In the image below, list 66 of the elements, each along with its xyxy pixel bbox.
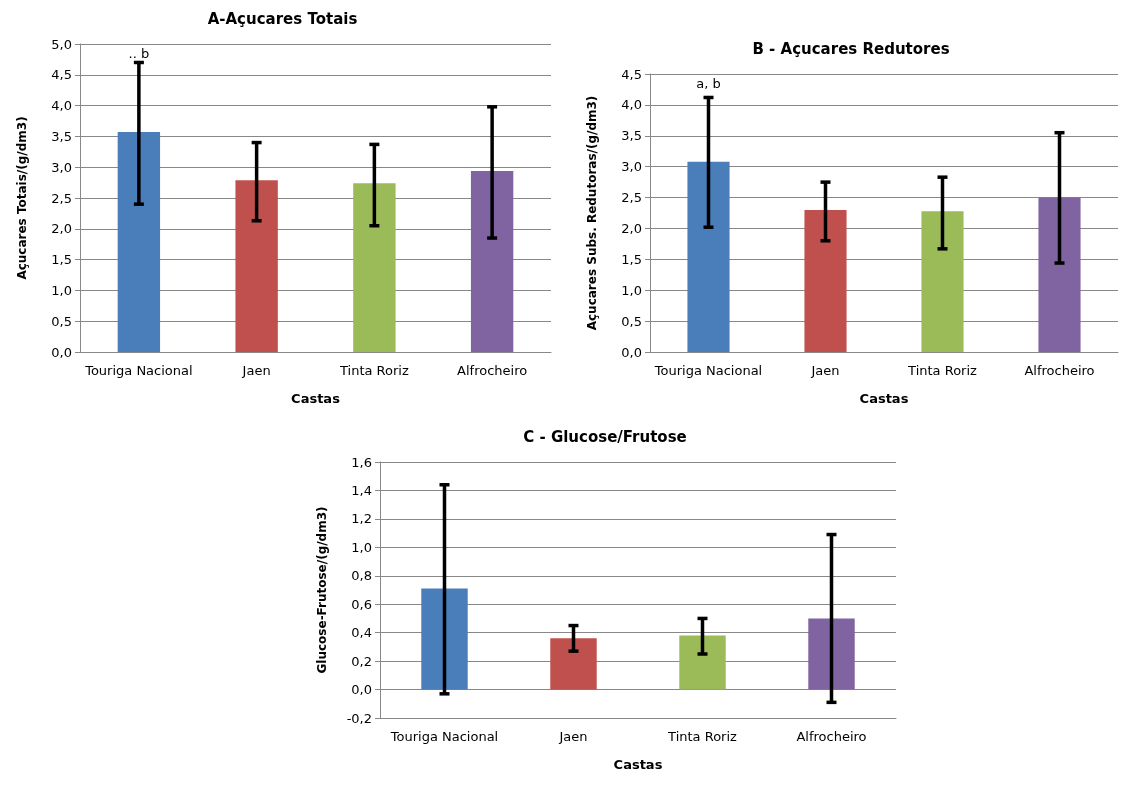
y-tick-label: 1,0	[351, 539, 372, 555]
x-axis-title: Castas	[291, 391, 341, 406]
chart-title: C - Glucose/Frutose	[523, 427, 687, 446]
y-tick-label: 0,0	[51, 344, 72, 360]
bar	[1038, 197, 1081, 352]
y-tick-label: -0,2	[346, 710, 372, 726]
y-tick-label: 1,5	[51, 252, 72, 268]
y-axis-title: Açucares Subs. Redutoras/(g/dm3)	[585, 95, 599, 331]
x-tick-label: Jaen	[810, 363, 840, 378]
bar	[353, 183, 396, 352]
y-tick-label: 0,5	[51, 313, 72, 329]
x-tick-label: Jaen	[558, 729, 588, 744]
bar	[679, 635, 726, 690]
y-tick-label: 0,8	[351, 568, 372, 584]
x-tick-label: Alfrocheiro	[1024, 363, 1095, 378]
annotation: a, b	[696, 75, 721, 91]
chart-title: A-Açucares Totais	[207, 9, 358, 28]
y-tick-label: 2,0	[51, 221, 72, 237]
bar	[804, 209, 847, 352]
y-tick-label: 0,5	[621, 313, 642, 329]
y-axis-title: Açucares Totais/(g/dm3)	[15, 116, 29, 280]
chart-title: B - Açucares Redutores	[752, 39, 950, 58]
y-tick-label: 2,5	[621, 190, 642, 206]
y-tick-label: 1,5	[621, 251, 642, 267]
bar	[808, 618, 855, 690]
y-tick-label: 3,0	[621, 159, 642, 175]
bar	[921, 211, 964, 352]
y-tick-label: 0,4	[351, 625, 372, 641]
y-tick-label: 1,6	[351, 454, 372, 470]
x-tick-label: Tinta Roriz	[338, 363, 409, 378]
x-axis-title: Castas	[859, 391, 909, 406]
y-tick-label: 4,0	[621, 97, 642, 113]
x-tick-label: Tinta Roriz	[907, 363, 978, 378]
y-tick-label: 0,2	[351, 653, 372, 669]
y-axis-title: Glucose-Frutose/(g/dm3)	[315, 506, 329, 674]
x-tick-label: Touriga Nacional	[84, 363, 193, 378]
y-tick-label: 3,5	[51, 128, 72, 144]
bar	[470, 170, 514, 352]
bar	[421, 588, 468, 690]
bar	[687, 161, 730, 352]
x-tick-label: Jaen	[241, 363, 271, 378]
y-tick-label: 4,0	[51, 98, 72, 114]
x-tick-label: Alfrocheiro	[796, 729, 867, 744]
x-tick-label: Touriga Nacional	[653, 363, 763, 378]
y-tick-label: 3,5	[621, 128, 642, 144]
bar	[235, 180, 278, 352]
y-tick-label: 1,2	[351, 511, 372, 527]
y-tick-label: 5,0	[51, 36, 72, 52]
y-tick-label: 4,5	[51, 67, 72, 83]
y-tick-label: 1,0	[51, 282, 72, 298]
x-tick-label: Tinta Roriz	[667, 729, 738, 744]
y-tick-label: 1,0	[621, 282, 642, 298]
y-tick-label: 0,6	[351, 596, 372, 612]
y-tick-label: 0,0	[351, 682, 372, 698]
annotation: .. b	[128, 45, 150, 61]
x-axis-title: Castas	[613, 757, 663, 772]
bar	[550, 638, 597, 690]
y-tick-label: 2,0	[621, 220, 642, 236]
y-tick-label: 0,0	[621, 344, 642, 360]
y-tick-label: 2,5	[51, 190, 72, 206]
bar	[117, 132, 161, 352]
y-tick-label: 4,5	[621, 66, 642, 82]
y-tick-label: 3,0	[51, 159, 72, 175]
x-tick-label: Alfrocheiro	[457, 363, 528, 378]
x-tick-label: Touriga Nacional	[389, 729, 499, 744]
y-tick-label: 1,4	[351, 482, 372, 498]
